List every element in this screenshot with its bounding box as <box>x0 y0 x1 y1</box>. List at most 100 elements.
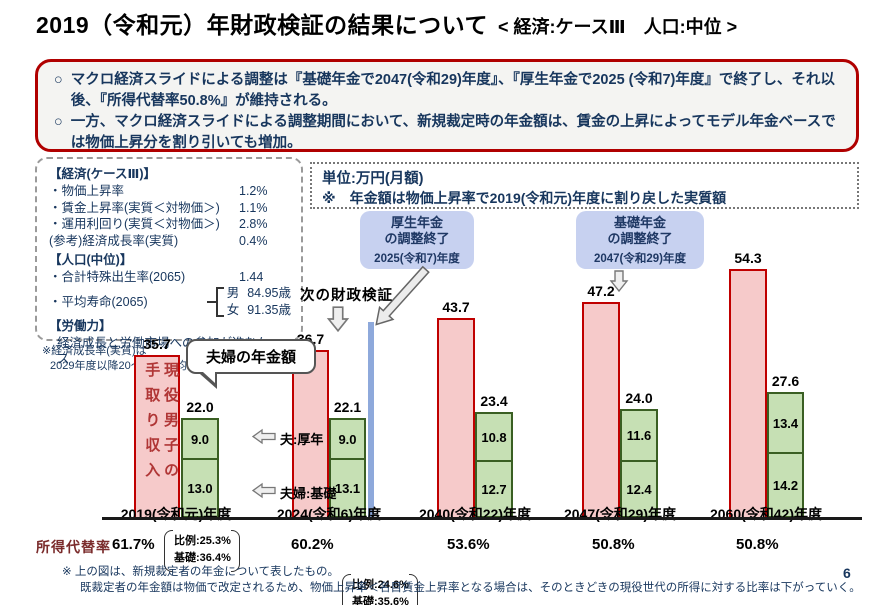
vertical-label-line2: 手取り収入 <box>143 362 161 487</box>
unit-label: 単位:万円(月額) <box>322 171 424 187</box>
left-arrow-icon <box>252 482 276 499</box>
assumption-row: (参考)経済成長率(実質) 0.4% <box>49 233 291 250</box>
bullet-marker: ○ <box>54 114 63 131</box>
seg-value: 13.4 <box>772 415 799 431</box>
unit-note-box: 単位:万円(月額) ※ 年金額は物価上昇率で2019(令和元)年度に割り戻した実… <box>310 162 859 209</box>
income-bar-2047 <box>582 302 620 520</box>
income-bar-2060 <box>729 269 767 520</box>
seg-value: 12.4 <box>626 481 652 497</box>
x-label-2024: 2024(令和6)年度 <box>276 506 382 522</box>
income-bar-2040 <box>437 318 475 520</box>
pension-seg-kiso: 12.7 <box>475 460 513 518</box>
income-bar-vertical-label: 現役男子の 手取り収入 <box>137 362 179 502</box>
pension-seg-kosei: 9.0 <box>329 418 366 460</box>
fertility-value: 1.44 <box>239 270 264 284</box>
income-value-2040: 43.7 <box>442 299 470 315</box>
life-expectancy-values: 男 84.95歳 女 91.35歳 <box>206 285 291 318</box>
life-expectancy-label: ・平均寿命(2065) <box>49 294 148 309</box>
replacement-rate-detail: 比例:25.3% 基礎:36.4% <box>163 529 241 573</box>
replacement-rate-total: 60.2% <box>291 536 334 553</box>
pension-seg-kosei: 13.4 <box>767 392 804 454</box>
kiso-pointer-label: 夫婦:基礎 <box>280 486 337 501</box>
pension-bar-2040: 10.8 12.7 <box>475 412 513 518</box>
pension-value-2019: 22.0 <box>186 399 214 415</box>
summary-bullet-1: ○ マクロ経済スライドによる調整は『基礎年金で2047(令和29)年度』、『厚生… <box>54 70 842 112</box>
pension-seg-kosei: 10.8 <box>475 412 513 462</box>
assumption-label: (参考)経済成長率(実質) <box>49 233 179 248</box>
replacement-rate-total: 50.8% <box>736 536 779 553</box>
callout-title: 基礎年金 の調整終了 <box>576 215 704 248</box>
summary-bullet-1-text: マクロ経済スライドによる調整は『基礎年金で2047(令和29)年度』、『厚生年金… <box>70 72 835 110</box>
pension-value-2060: 27.6 <box>771 373 800 389</box>
brace-dash <box>206 300 216 303</box>
page-title-main: 2019（令和元）年財政検証の結果について <box>36 12 488 38</box>
callout-kosei-adjustment-end: 厚生年金 の調整終了 2025(令和7)年度 <box>360 211 474 269</box>
footnote-line2: 既裁定者の年金額は物価で改定されるため、物価上昇率＜名目賃金上昇率となる場合は、… <box>80 582 861 595</box>
seg-value: 13.0 <box>187 480 213 496</box>
replacement-rate-total: 50.8% <box>592 536 635 553</box>
footnote-line1: ※ 上の図は、新規裁定者の年金について表したもの。 <box>62 566 339 578</box>
pension-seg-kiso: 13.0 <box>181 458 219 518</box>
brace-fork <box>215 286 224 317</box>
income-bar-2019 <box>134 355 180 520</box>
male-value: 84.95歳 <box>247 285 291 300</box>
next-verification-label: 次の財政検証 <box>300 288 393 304</box>
callout-year: 2025(令和7)年度 <box>374 252 460 265</box>
bullet-marker: ○ <box>54 72 63 88</box>
pension-bar-2060: 13.4 14.2 <box>767 392 804 518</box>
income-value-2019: 35.7 <box>143 336 171 352</box>
seg-value: 13.1 <box>334 480 361 496</box>
summary-bullet-2: ○ 一方、マクロ経済スライドによる調整期間において、新規裁定時の年金額は、賃金の… <box>54 112 842 154</box>
bubble-tail <box>203 372 215 383</box>
page-title-condition: < 経済:ケースⅢ 人口:中位 > <box>497 17 738 37</box>
pension-value-2040: 23.4 <box>480 393 508 409</box>
assumption-value: 1.2% <box>239 184 268 198</box>
fertility-row: ・合計特殊出生率(2065) 1.44 <box>49 269 291 286</box>
x-label-2047: 2047(令和29)年度 <box>563 506 677 522</box>
timeline-2025-line <box>368 322 374 520</box>
page-number: 6 <box>843 565 851 581</box>
seg-value: 9.0 <box>338 431 357 447</box>
callout-kiso-adjustment-end: 基礎年金 の調整終了 2047(令和29)年度 <box>576 211 704 269</box>
kosei-pointer-label: 夫:厚年 <box>280 432 324 447</box>
income-value-2047: 47.2 <box>587 283 615 299</box>
bottom-footnotes: ※ 上の図は、新規裁定者の年金について表したもの。 既裁定者の年金額は物価で改定… <box>62 564 861 596</box>
economy-header: 【経済(ケースⅢ)】 <box>49 167 157 181</box>
rate-proportional: 比例:24.6% <box>352 579 409 591</box>
assumption-row: ・物価上昇率 1.2% <box>49 183 291 200</box>
assumptions-box: 【経済(ケースⅢ)】 ・物価上昇率 1.2% ・賃金上昇率(実質＜対物価＞) 1… <box>35 157 303 366</box>
assumption-label: ・物価上昇率 <box>49 184 125 198</box>
seg-value: 12.7 <box>481 481 507 497</box>
replacement-rate-label: 所得代替率 <box>36 539 111 555</box>
seg-value: 10.8 <box>481 429 507 445</box>
pension-bar-2024: 9.0 13.1 <box>329 418 366 518</box>
labor-header: 【労働力】 <box>49 318 112 333</box>
summary-bullet-2-text: 一方、マクロ経済スライドによる調整期間において、新規裁定時の年金額は、賃金の上昇… <box>70 114 836 152</box>
left-arrow-icon <box>252 428 276 445</box>
income-value-2060: 54.3 <box>734 250 762 266</box>
assumption-value: 1.1% <box>239 200 268 215</box>
rate-basic: 基礎:35.6% <box>352 596 409 605</box>
down-arrow-icon <box>609 270 629 292</box>
diagonal-pointer-arrow-icon <box>375 265 430 326</box>
population-header: 【人口(中位)】 <box>49 253 133 267</box>
male-label: 男 <box>226 285 240 300</box>
seg-value: 14.2 <box>772 477 799 493</box>
pension-bar-2019: 9.0 13.0 <box>181 418 219 518</box>
summary-box: ○ マクロ経済スライドによる調整は『基礎年金で2047(令和29)年度』、『厚生… <box>35 59 859 152</box>
down-arrow-icon <box>326 306 350 332</box>
pension-seg-kiso: 13.1 <box>329 458 366 518</box>
female-row: 女 91.35歳 <box>227 303 291 318</box>
seg-value: 9.0 <box>190 431 210 447</box>
assumption-value: 2.8% <box>239 217 268 231</box>
page-title: 2019（令和元）年財政検証の結果について < 経済:ケースⅢ 人口:中位 > <box>36 6 737 40</box>
rate-proportional: 比例:25.3% <box>174 535 231 547</box>
x-label-2060: 2060(令和42)年度 <box>709 506 823 522</box>
vertical-label-line1: 現役男子の <box>162 362 179 487</box>
seg-value: 11.6 <box>626 428 652 443</box>
rate-basic: 基礎:36.4% <box>174 552 231 564</box>
assumption-value: 0.4% <box>239 233 268 248</box>
pension-seg-kosei: 9.0 <box>181 418 219 460</box>
callout-title: 厚生年金 の調整終了 <box>360 215 474 248</box>
assumption-row: ・運用利回り(実質＜対物価＞) 2.8% <box>49 216 291 233</box>
